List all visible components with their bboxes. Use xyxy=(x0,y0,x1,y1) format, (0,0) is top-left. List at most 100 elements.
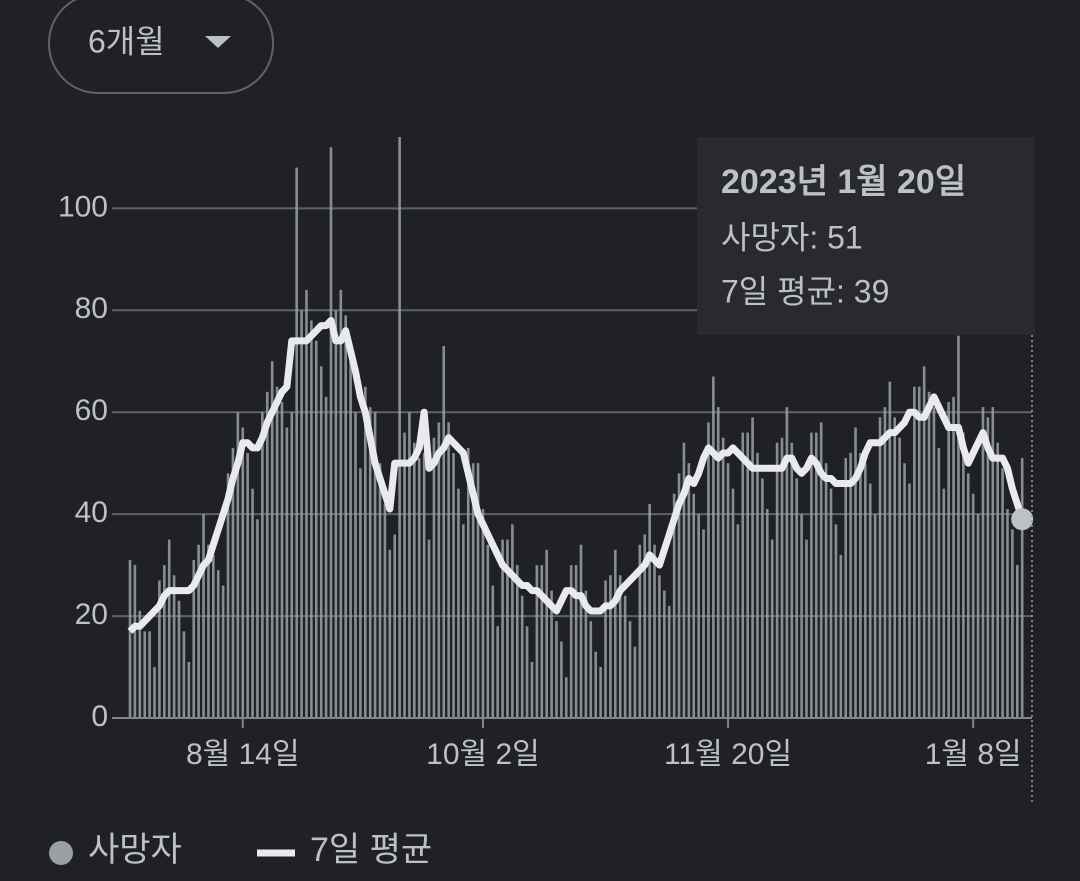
bar xyxy=(432,437,436,718)
bar xyxy=(785,407,789,718)
bar xyxy=(932,407,936,718)
bar xyxy=(859,452,862,718)
bar xyxy=(584,590,588,718)
bar xyxy=(285,427,289,718)
bar xyxy=(790,442,794,718)
bar xyxy=(648,503,651,718)
bar xyxy=(726,463,730,718)
bar xyxy=(819,422,823,718)
y-tick-label: 60 xyxy=(75,394,108,427)
bar xyxy=(388,549,392,718)
bar xyxy=(300,310,303,718)
bar xyxy=(221,585,225,718)
bar xyxy=(609,575,612,718)
dropdown-arrow[interactable] xyxy=(205,36,231,48)
bar xyxy=(594,651,598,718)
bar xyxy=(927,391,931,718)
bar xyxy=(702,529,705,718)
bar xyxy=(643,534,647,718)
bar xyxy=(202,514,205,718)
bar xyxy=(133,565,137,718)
bar xyxy=(383,503,387,718)
axis: 8월 14일 10월 2일 11월 20일 1월 8일 xyxy=(112,717,1032,771)
bar xyxy=(334,310,338,718)
bar xyxy=(952,396,955,718)
bar xyxy=(682,442,686,718)
bar xyxy=(555,621,558,718)
bar xyxy=(604,580,607,718)
bar xyxy=(226,473,230,718)
bar xyxy=(1001,468,1004,718)
bar xyxy=(976,514,980,718)
bar xyxy=(658,575,661,718)
bar xyxy=(971,493,975,718)
bar xyxy=(741,432,745,718)
bar xyxy=(486,544,490,718)
lines xyxy=(127,316,1034,634)
bar xyxy=(462,524,465,718)
bar xyxy=(712,376,715,718)
bar xyxy=(878,417,882,718)
average-line xyxy=(127,316,1026,634)
tooltip-title: 2023년 1월 20일 xyxy=(721,163,966,201)
bar xyxy=(1015,565,1019,718)
bar xyxy=(947,402,950,718)
bar xyxy=(922,366,926,718)
bar xyxy=(663,590,666,718)
x-tick-label: 8월 14일 xyxy=(186,738,300,771)
bar xyxy=(937,447,941,718)
bar xyxy=(986,417,990,718)
bar xyxy=(569,565,573,718)
bar xyxy=(599,667,602,718)
range-label[interactable]: 6개월 xyxy=(88,23,165,59)
bar xyxy=(501,539,504,718)
bar xyxy=(373,412,377,718)
bar xyxy=(810,432,813,718)
bar xyxy=(452,452,455,718)
bar xyxy=(672,493,676,718)
bar xyxy=(314,340,318,718)
tooltip: 2023년 1월 20일 사망자: 51 7일 평균: 39 xyxy=(697,137,1035,335)
bar xyxy=(687,463,691,718)
bar xyxy=(574,565,578,718)
x-tick-label: 11월 20일 xyxy=(664,738,792,771)
bar xyxy=(520,595,524,718)
bar xyxy=(378,463,382,718)
bar xyxy=(437,422,441,718)
bar xyxy=(339,289,343,718)
bar xyxy=(653,544,656,718)
bar xyxy=(138,610,142,718)
bar xyxy=(530,661,534,718)
bars xyxy=(128,137,1024,718)
bar xyxy=(447,422,450,718)
bar xyxy=(991,407,995,718)
y-tick-label: 80 xyxy=(75,292,108,325)
hover-point xyxy=(1011,508,1034,531)
bar xyxy=(765,509,769,718)
bar xyxy=(868,483,872,718)
bar xyxy=(368,407,372,718)
bar xyxy=(761,478,764,718)
bar xyxy=(241,427,245,718)
bar xyxy=(481,509,485,718)
bar xyxy=(270,361,274,718)
bar xyxy=(344,315,347,718)
bar xyxy=(280,402,284,718)
bar xyxy=(413,442,416,718)
bar xyxy=(324,396,328,718)
bar xyxy=(824,463,828,718)
bar xyxy=(153,667,156,718)
bar xyxy=(888,381,892,718)
bar xyxy=(839,554,843,718)
range-button[interactable]: 6개월 xyxy=(48,0,274,94)
bar xyxy=(511,524,514,718)
bar xyxy=(442,345,446,718)
y-tick-label: 20 xyxy=(75,598,108,631)
legend-swatch xyxy=(49,841,73,865)
bar xyxy=(535,565,539,718)
bar xyxy=(707,422,710,718)
bar xyxy=(913,386,916,718)
bar xyxy=(981,407,985,718)
range-button-border[interactable] xyxy=(48,0,274,94)
